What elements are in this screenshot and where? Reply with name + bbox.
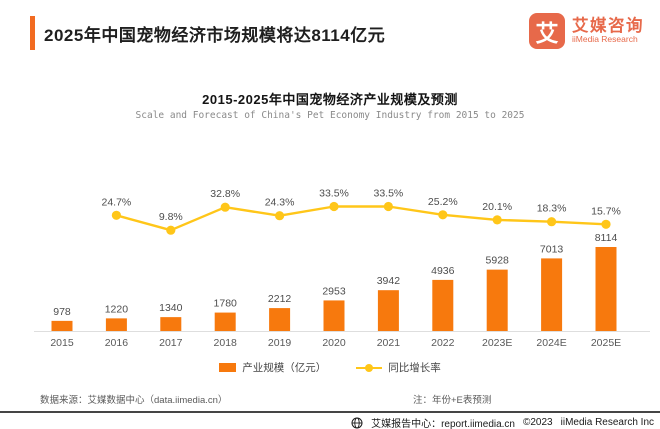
legend-line-label: 同比增长率 (388, 362, 441, 374)
bar-value-label: 978 (53, 306, 71, 318)
x-tick-label: 2018 (214, 337, 238, 349)
chart-canvas: 978 2015 1220 2016 1340 2017 1780 2018 2212 2019 2… (0, 145, 660, 357)
bar-value-label: 4936 (431, 265, 455, 277)
bar-2016[interactable] (105, 318, 127, 331)
x-tick-label: 2025E (591, 337, 621, 349)
line-point[interactable] (166, 225, 176, 235)
iimedia-logo[interactable]: 艾 艾媒咨询 iiMedia Research (529, 13, 644, 49)
legend-bar-label: 产业规模（亿元） (242, 362, 327, 374)
x-tick-label: 2017 (159, 337, 183, 349)
line-point[interactable] (275, 211, 285, 221)
page-title: 2025年中国宠物经济市场规模将达8114亿元 (44, 26, 386, 45)
copyright-text: ©2023 (523, 417, 553, 428)
bar-2023E[interactable] (486, 269, 508, 331)
bar-value-label: 2953 (322, 285, 346, 297)
line-point[interactable] (329, 201, 339, 212)
bar-2017[interactable] (160, 317, 182, 331)
iimedia-logo-icon: 艾 (529, 13, 565, 49)
company-name: iiMedia Research Inc (560, 417, 654, 428)
x-tick-label: 2016 (105, 337, 129, 349)
bar-2019[interactable] (269, 308, 291, 331)
rate-label: 20.1% (482, 201, 512, 213)
logo-name-en: iiMedia Research (572, 34, 638, 45)
x-tick-label: 2019 (268, 337, 292, 349)
bar-swatch-icon (219, 363, 237, 372)
footer-divider (0, 411, 660, 413)
x-tick-label: 2022 (431, 337, 455, 349)
chart-title: 2015-2025年中国宠物经济产业规模及预测 (202, 92, 458, 107)
rate-label: 9.8% (159, 211, 183, 223)
chart-legend: 产业规模（亿元） 同比增长率 (0, 360, 660, 375)
bar-2025E[interactable] (595, 247, 617, 331)
line-point[interactable] (220, 202, 230, 212)
rate-label: 33.5% (319, 188, 349, 200)
bar-value-label: 8114 (595, 232, 618, 244)
rate-label: 25.2% (428, 196, 458, 208)
logo-name-cn: 艾媒咨询 (572, 16, 644, 35)
combo-chart: 978 2015 1220 2016 1340 2017 1780 2018 2212 2019 2… (34, 188, 650, 349)
bar-value-label: 1780 (214, 298, 238, 310)
line-point[interactable] (111, 210, 121, 220)
data-source-note[interactable]: 数据来源：艾媒数据中心（data.iimedia.cn） (40, 395, 228, 406)
bar-value-label: 2212 (268, 293, 292, 305)
line-point[interactable] (547, 217, 557, 227)
bar-value-label: 1220 (105, 303, 129, 315)
bar-2022[interactable] (432, 279, 454, 331)
bar-2015[interactable] (51, 320, 73, 331)
x-tick-label: 2015 (50, 337, 74, 349)
legend-item-bar[interactable]: 产业规模（亿元） (219, 360, 326, 375)
line-point[interactable] (492, 215, 502, 225)
bar-value-label: 5928 (486, 255, 510, 267)
rate-label: 24.3% (265, 197, 295, 209)
line-point[interactable] (383, 201, 393, 212)
line-point[interactable] (438, 210, 448, 220)
rate-label: 15.7% (591, 205, 621, 217)
legend-item-line[interactable]: 同比增长率 (356, 360, 441, 375)
report-center-link[interactable]: 艾媒报告中心：report.iimedia.cn (371, 419, 515, 429)
footer-bar: 艾媒报告中心：report.iimedia.cn ©2023 iiMedia R… (351, 415, 654, 429)
line-point[interactable] (601, 219, 611, 229)
chart-subtitle: Scale and Forecast of China's Pet Econom… (135, 110, 525, 121)
rate-label: 33.5% (374, 188, 404, 200)
bar-value-label: 1340 (159, 302, 183, 314)
x-tick-label: 2023E (482, 337, 512, 349)
x-tick-label: 2020 (322, 337, 346, 349)
bar-2020[interactable] (323, 300, 345, 331)
line-swatch-icon (356, 363, 383, 372)
growth-rate-line (116, 205, 607, 232)
rate-label: 18.3% (537, 203, 567, 215)
title-accent-bar (30, 16, 35, 50)
bar-value-label: 3942 (377, 275, 401, 287)
forecast-note: 注：年份+E表预测 (413, 395, 492, 406)
x-tick-label: 2024E (536, 337, 566, 349)
bar-2021[interactable] (377, 290, 399, 331)
globe-icon (351, 417, 363, 429)
x-tick-label: 2021 (377, 337, 401, 349)
bar-value-label: 7013 (540, 243, 564, 255)
rate-label: 24.7% (102, 196, 132, 208)
bar-2024E[interactable] (541, 258, 563, 331)
bar-2018[interactable] (214, 312, 236, 331)
rate-label: 32.8% (210, 188, 240, 200)
